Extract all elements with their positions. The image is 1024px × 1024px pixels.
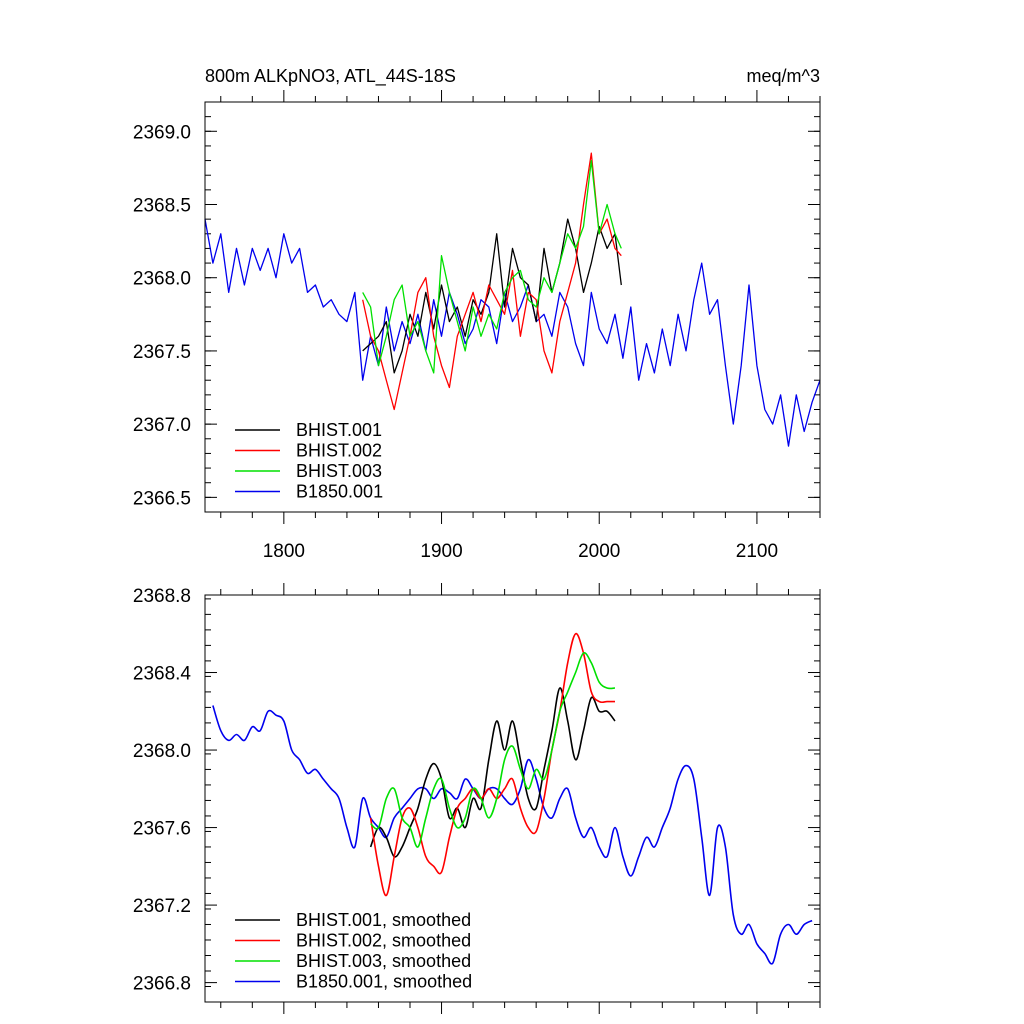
y-tick-label: 2367.5	[133, 342, 191, 363]
chart-units: meq/m^3	[747, 66, 820, 86]
y-tick-label: 2368.0	[133, 269, 191, 290]
series-line-bhist-002	[362, 152, 622, 411]
legend-label: BHIST.001	[296, 420, 382, 440]
y-tick-label: 2369.0	[133, 122, 191, 143]
x-tick-label: 2000	[578, 541, 620, 562]
legend-label: BHIST.003	[296, 461, 382, 481]
legend-label: B1850.001, smoothed	[296, 972, 472, 992]
y-tick-label: 2368.0	[133, 741, 191, 762]
legend-label: BHIST.002, smoothed	[296, 931, 471, 951]
chart-title: 800m ALKpNO3, ATL_44S-18S	[205, 66, 456, 87]
y-tick-label: 2366.8	[133, 974, 191, 995]
x-tick-label: 1800	[263, 541, 305, 562]
series-line-bhist-002-smoothed	[369, 632, 615, 897]
series-line-bhist-001	[362, 218, 622, 374]
y-tick-label: 2367.6	[133, 819, 191, 840]
top-chart-panel: 800m ALKpNO3, ATL_44S-18S meq/m^3 2366.5…	[133, 66, 821, 562]
x-tick-label: 2100	[736, 541, 778, 562]
series-lines	[204, 152, 821, 447]
legend-label: BHIST.003, smoothed	[296, 951, 471, 971]
series-line-bhist-003-smoothed	[370, 652, 616, 848]
x-tick-label: 1900	[420, 541, 462, 562]
axes-ticks: 2366.8 2367.2 2367.6 2368.0 2368.4 2368.8	[133, 583, 821, 1014]
y-tick-label: 2368.8	[133, 586, 191, 607]
series-line-bhist-003	[362, 159, 622, 374]
bottom-chart-panel: 2366.8 2367.2 2367.6 2368.0 2368.4 2368.8 BHI…	[133, 583, 821, 1014]
legend-label: B1850.001	[296, 482, 383, 502]
series-line-b1850-001	[204, 218, 821, 447]
axes-ticks: 2366.5 2367.0 2367.5 2368.0 2368.5 2369.0 1800…	[133, 90, 821, 562]
legend-label: BHIST.001, smoothed	[296, 910, 471, 930]
y-tick-label: 2368.5	[133, 196, 191, 217]
series-lines	[212, 632, 813, 965]
y-tick-label: 2366.5	[133, 488, 191, 509]
series-line-b1850-001-smoothed	[212, 705, 813, 965]
plot-frame	[204, 594, 821, 1003]
y-tick-label: 2367.0	[133, 415, 191, 436]
series-line-bhist-001-smoothed	[369, 687, 616, 858]
y-tick-label: 2368.4	[133, 664, 192, 685]
y-tick-label: 2367.2	[133, 896, 191, 917]
plot-frame	[204, 101, 821, 513]
legend-label: BHIST.002	[296, 441, 382, 461]
